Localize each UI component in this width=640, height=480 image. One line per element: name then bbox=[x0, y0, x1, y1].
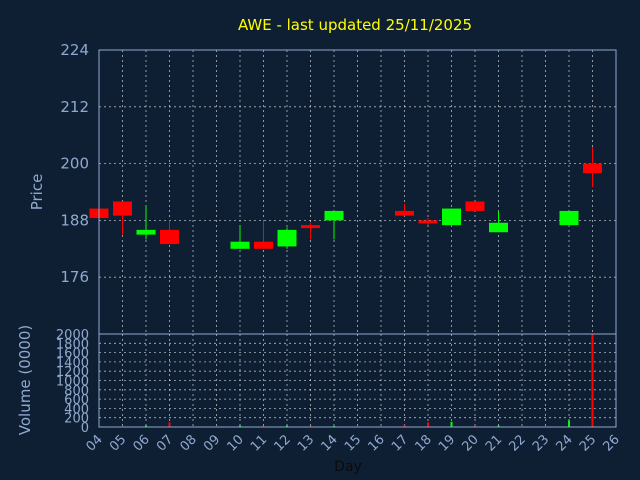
candle-body bbox=[442, 208, 461, 226]
chart-title: AWE - last updated 25/11/2025 bbox=[238, 16, 472, 34]
price-tick-label: 188 bbox=[60, 211, 89, 229]
volume-tick-label: 2000 bbox=[56, 328, 89, 343]
volume-frame bbox=[98, 333, 617, 428]
volume-tick-label: 1400 bbox=[56, 356, 89, 371]
x-tick-label: 23 bbox=[530, 432, 552, 454]
price-y-ticks: 176 188 200 212 224 bbox=[60, 41, 89, 286]
x-ticks: 04 05 06 07 08 09 10 11 12 13 14 15 16 17 18 19 20 21 22 23… bbox=[84, 432, 623, 454]
x-tick-label: 14 bbox=[319, 432, 341, 454]
candle-body bbox=[324, 210, 344, 221]
candle-body bbox=[113, 201, 132, 216]
x-tick-label: 19 bbox=[436, 432, 458, 454]
x-tick-label: 10 bbox=[225, 432, 247, 454]
x-tick-label: 11 bbox=[248, 432, 270, 454]
x-tick-label: 05 bbox=[107, 432, 129, 454]
x-tick-label: 21 bbox=[483, 432, 505, 454]
candle-body bbox=[301, 225, 320, 229]
x-tick-label: 22 bbox=[507, 432, 529, 454]
volume-tick-label: 1200 bbox=[56, 365, 89, 380]
volume-tick-label: 400 bbox=[64, 402, 89, 417]
volume-tick-label: 800 bbox=[64, 384, 89, 399]
volume-bars bbox=[145, 334, 594, 427]
volume-tick-label: 1600 bbox=[56, 347, 89, 362]
volume-bar bbox=[168, 422, 171, 427]
volume-tick-label: 600 bbox=[64, 393, 89, 408]
volume-bar bbox=[497, 425, 500, 427]
candle-body bbox=[465, 201, 485, 211]
x-tick-label: 20 bbox=[460, 432, 482, 454]
price-tick-label: 212 bbox=[60, 98, 89, 116]
price-tick-label: 176 bbox=[60, 268, 89, 286]
volume-bar bbox=[239, 425, 241, 427]
x-tick-label: 15 bbox=[342, 432, 364, 454]
price-tick-label: 224 bbox=[60, 41, 89, 59]
x-tick-label: 24 bbox=[554, 432, 576, 454]
x-tick-label: 17 bbox=[389, 432, 411, 454]
x-tick-label: 26 bbox=[601, 432, 623, 454]
x-tick-label: 06 bbox=[131, 432, 153, 454]
volume-tick-label: 0 bbox=[81, 421, 89, 436]
volume-grid bbox=[98, 333, 617, 428]
candle-body bbox=[160, 229, 179, 245]
candlesticks bbox=[89, 147, 602, 249]
volume-bar bbox=[450, 421, 453, 427]
candle-body bbox=[254, 241, 273, 249]
candle-body bbox=[489, 222, 508, 233]
volume-axis-label: Volume (0000) bbox=[16, 325, 34, 435]
candle-body bbox=[395, 210, 414, 216]
x-tick-label: 18 bbox=[413, 432, 435, 454]
volume-bar bbox=[403, 424, 406, 427]
price-tick-label: 200 bbox=[60, 155, 89, 173]
volume-tick-label: 1000 bbox=[56, 375, 89, 390]
volume-bar bbox=[568, 420, 570, 427]
x-tick-label: 13 bbox=[295, 432, 317, 454]
candle-body bbox=[418, 220, 438, 224]
candle-body bbox=[583, 163, 602, 174]
x-axis-label: Day bbox=[334, 459, 362, 475]
volume-bar bbox=[145, 425, 147, 427]
volume-bar bbox=[591, 334, 594, 427]
volume-bar bbox=[427, 422, 429, 427]
x-tick-label: 12 bbox=[272, 432, 294, 454]
candle-body bbox=[230, 241, 250, 249]
candle-body bbox=[559, 210, 579, 226]
candle-body bbox=[277, 229, 297, 247]
volume-tick-label: 200 bbox=[64, 412, 89, 427]
candle-body bbox=[136, 229, 156, 235]
volume-tick-label: 1800 bbox=[56, 337, 89, 352]
volume-bar bbox=[286, 425, 288, 427]
x-tick-label: 09 bbox=[201, 432, 223, 454]
price-grid bbox=[98, 49, 617, 334]
x-tick-label: 08 bbox=[178, 432, 200, 454]
price-panel: 176 188 200 212 224 Price bbox=[28, 41, 617, 335]
x-tick-label: 16 bbox=[366, 432, 388, 454]
x-tick-label: 25 bbox=[577, 432, 599, 454]
x-tick-label: 07 bbox=[154, 432, 176, 454]
price-axis-label: Price bbox=[28, 174, 46, 211]
volume-bar bbox=[474, 425, 476, 427]
